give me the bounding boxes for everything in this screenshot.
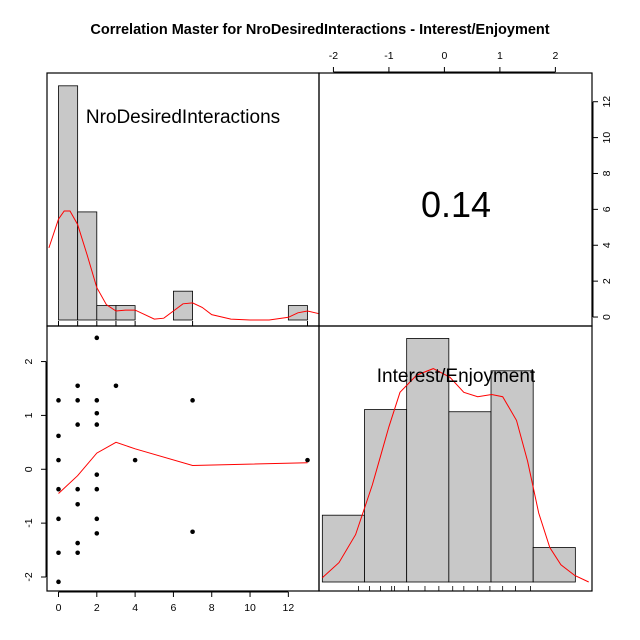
left-y-tick-label-1: 1 [23, 412, 35, 418]
scatter-point-11 [75, 501, 80, 507]
top-x-tick-label-0: 0 [441, 50, 447, 62]
scatter-point-18 [94, 472, 100, 477]
scatter-point-4 [56, 516, 61, 522]
correlation-value: 0.14 [421, 184, 491, 225]
scatter-point-20 [94, 516, 100, 522]
top-x-tick-label-1: -1 [384, 50, 393, 62]
left-y-tick-label-1: -1 [23, 518, 35, 527]
bottom-x-tick-label-8: 8 [209, 602, 215, 614]
density-curve-interest-enjoyment [321, 368, 589, 583]
top-x-tick-label-2: 2 [552, 50, 558, 62]
scatter-point-16 [94, 410, 100, 416]
scatter-point-8 [75, 398, 80, 403]
right-y-tick-label-12: 12 [601, 96, 613, 108]
hist-bar-interest-enjoyment-5 [532, 547, 576, 583]
bottom-x-tick-label-12: 12 [283, 602, 295, 614]
scatter-point-21 [94, 531, 100, 536]
hist-bar-nrodesiredinteractions-1 [77, 211, 98, 321]
scatter-point-12 [75, 540, 80, 546]
scatter-smoother-line [58, 441, 308, 494]
hist-bar-interest-enjoyment-1 [364, 409, 408, 583]
scatter-point-3 [56, 486, 61, 492]
top-x-tick-label-1: 1 [497, 50, 503, 62]
right-y-tick-label-8: 8 [601, 170, 613, 176]
hist-bar-interest-enjoyment-2 [406, 338, 450, 583]
scatter-point-15 [94, 398, 100, 403]
panel-border-br [318, 325, 593, 592]
scatter-point-14 [94, 335, 100, 341]
hist-bar-interest-enjoyment-3 [448, 411, 492, 583]
scatter-point-2 [56, 457, 61, 463]
scatter-point-24 [190, 398, 195, 403]
right-y-tick-label-2: 2 [601, 278, 613, 284]
bottom-x-tick-label-2: 2 [94, 602, 100, 614]
scatter-point-5 [56, 550, 61, 556]
hist-bar-nrodesiredinteractions-3 [115, 305, 136, 321]
scatter-point-19 [94, 486, 100, 492]
scatter-point-6 [56, 579, 61, 585]
scatter-point-10 [75, 486, 80, 492]
scatter-point-1 [56, 433, 61, 439]
hist-bar-nrodesiredinteractions-0 [58, 85, 79, 321]
hist-bar-nrodesiredinteractions-6 [173, 290, 193, 321]
left-y-tick-label-2: 2 [23, 358, 35, 364]
bottom-x-tick-label-4: 4 [132, 602, 138, 614]
scatter-point-25 [190, 529, 195, 535]
right-y-tick-label-6: 6 [601, 206, 613, 212]
right-y-tick-label-0: 0 [601, 314, 613, 320]
density-curve-nrodesiredinteractions [48, 210, 320, 321]
panels-layer [48, 85, 589, 591]
top-x-tick-label-2: -2 [329, 50, 338, 62]
variable-label-nrodesiredinteractions: NroDesiredInteractions [86, 107, 280, 128]
panel-border-bl [46, 325, 320, 592]
chart-title: Correlation Master for NroDesiredInterac… [90, 22, 549, 38]
bottom-x-tick-label-10: 10 [244, 602, 256, 614]
hist-bar-interest-enjoyment-4 [490, 370, 534, 583]
scatter-point-7 [75, 383, 80, 389]
scatter-point-9 [75, 422, 80, 427]
left-y-tick-label-2: -2 [23, 572, 35, 581]
bottom-x-tick-label-6: 6 [171, 602, 177, 614]
scatter-point-22 [113, 383, 119, 389]
left-y-tick-label-0: 0 [23, 466, 35, 472]
right-y-tick-label-10: 10 [601, 132, 613, 144]
hist-bar-nrodesiredinteractions-2 [96, 305, 117, 321]
scatter-point-0 [56, 398, 61, 403]
right-y-tick-label-4: 4 [601, 242, 613, 248]
scatter-point-17 [94, 422, 100, 427]
scatter-point-13 [75, 550, 80, 556]
variable-label-interest-enjoyment: Interest/Enjoyment [377, 366, 536, 387]
bottom-x-tick-label-0: 0 [56, 602, 62, 614]
scatter-point-26 [305, 457, 310, 463]
scatter-point-23 [132, 457, 138, 463]
